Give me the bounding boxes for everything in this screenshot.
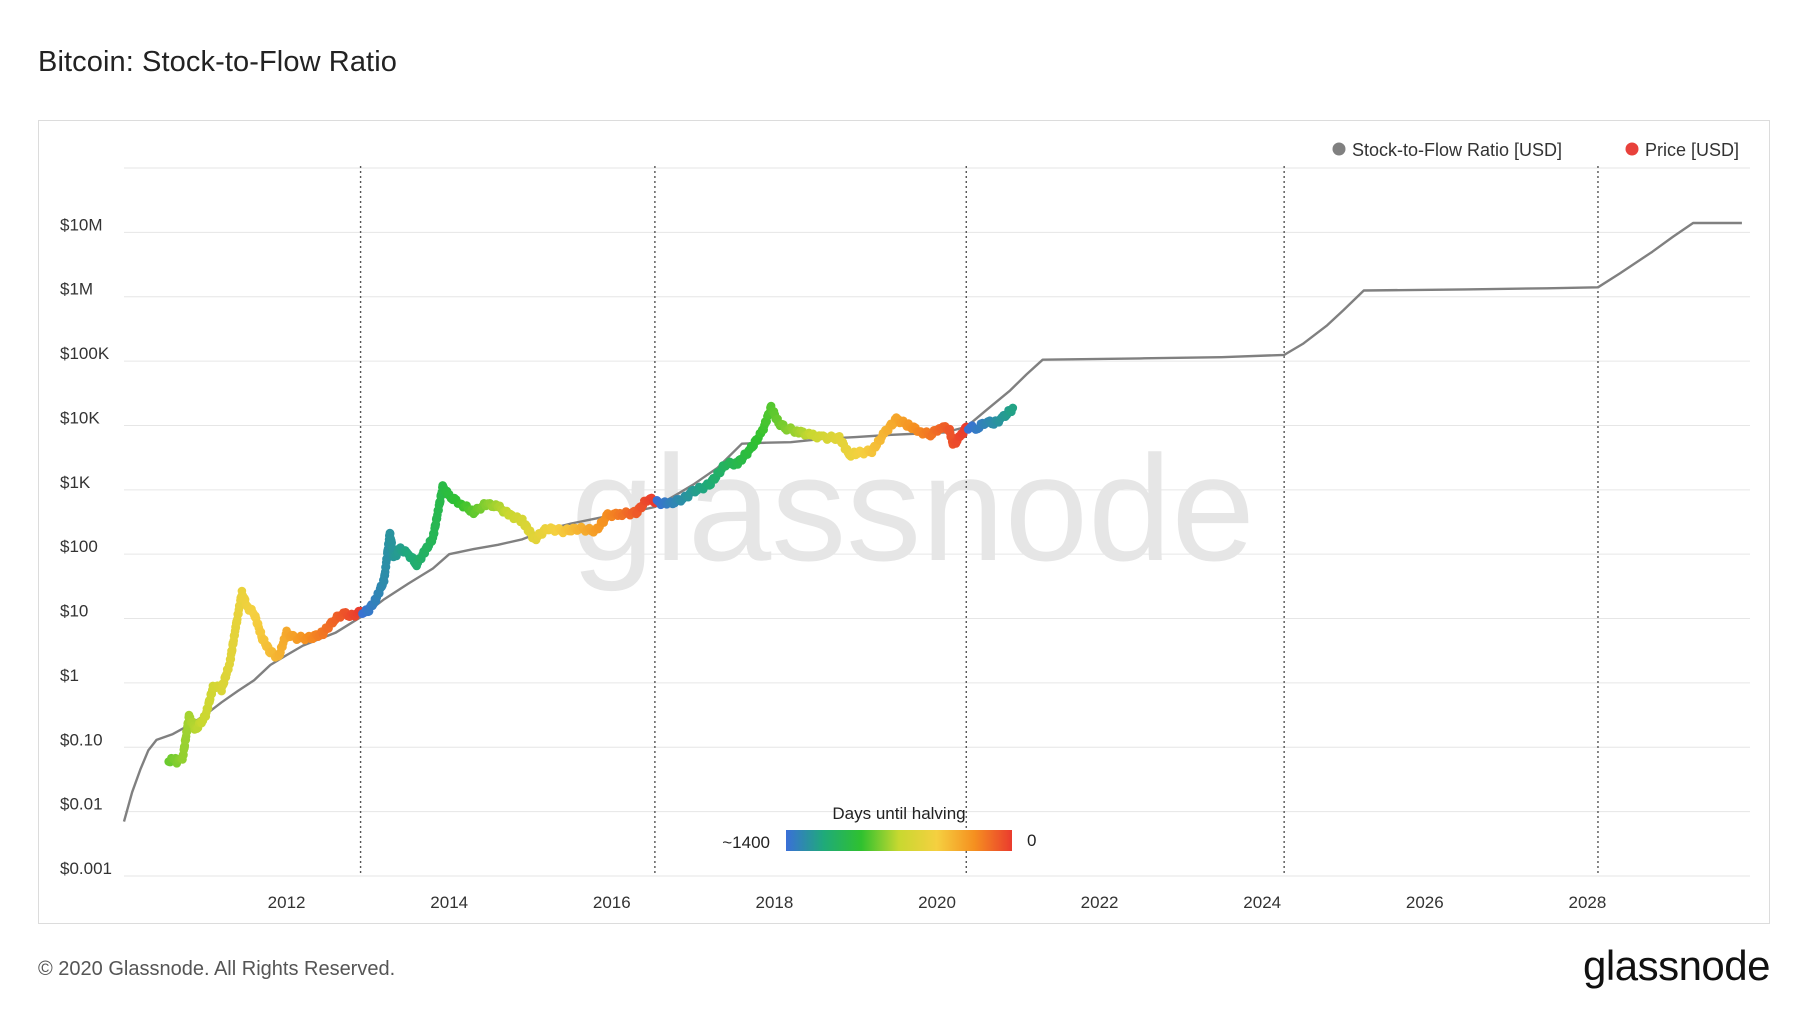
copyright-text: © 2020 Glassnode. All Rights Reserved. <box>38 958 396 980</box>
x-tick-label: 2022 <box>1081 893 1119 912</box>
colorbar: Days until halving ~1400 0 <box>722 804 1036 852</box>
y-tick-label: $100K <box>60 344 110 363</box>
colorbar-min-label: ~1400 <box>722 833 770 852</box>
colorbar-title: Days until halving <box>832 804 965 823</box>
s2f-line <box>122 221 1742 822</box>
price-point <box>1008 403 1018 413</box>
x-tick-label: 2028 <box>1568 893 1606 912</box>
colorbar-max-label: 0 <box>1027 831 1036 850</box>
page-title: Bitcoin: Stock-to-Flow Ratio <box>38 46 397 78</box>
y-tick-label: $1K <box>60 473 91 492</box>
chart-frame <box>38 120 1770 924</box>
glassnode-logo: glassnode <box>1583 942 1770 989</box>
y-tick-label: $10K <box>60 408 100 427</box>
x-tick-label: 2016 <box>593 893 631 912</box>
y-tick-label: $1 <box>60 666 79 685</box>
watermark: glassnode <box>571 424 1255 592</box>
x-tick-label: 2020 <box>918 893 956 912</box>
x-tick-label: 2026 <box>1406 893 1444 912</box>
y-tick-label: $0.10 <box>60 730 103 749</box>
y-tick-label: $10M <box>60 215 103 234</box>
legend-price-marker <box>1625 142 1639 156</box>
x-tick-label: 2012 <box>268 893 306 912</box>
y-tick-label: $1M <box>60 280 93 299</box>
legend: Stock-to-Flow Ratio [USD] Price [USD] <box>1332 140 1739 160</box>
y-tick-label: $100 <box>60 537 98 556</box>
x-tick-label: 2014 <box>430 893 468 912</box>
y-tick-label: $0.01 <box>60 795 103 814</box>
x-tick-label: 2024 <box>1243 893 1281 912</box>
y-tick-label: $10 <box>60 602 88 621</box>
legend-s2f-label: Stock-to-Flow Ratio [USD] <box>1352 140 1562 160</box>
x-tick-label: 2018 <box>755 893 793 912</box>
y-tick-label: $0.001 <box>60 859 112 878</box>
legend-price-label: Price [USD] <box>1645 140 1739 160</box>
colorbar-gradient <box>786 830 1012 851</box>
legend-s2f-marker <box>1332 142 1346 156</box>
